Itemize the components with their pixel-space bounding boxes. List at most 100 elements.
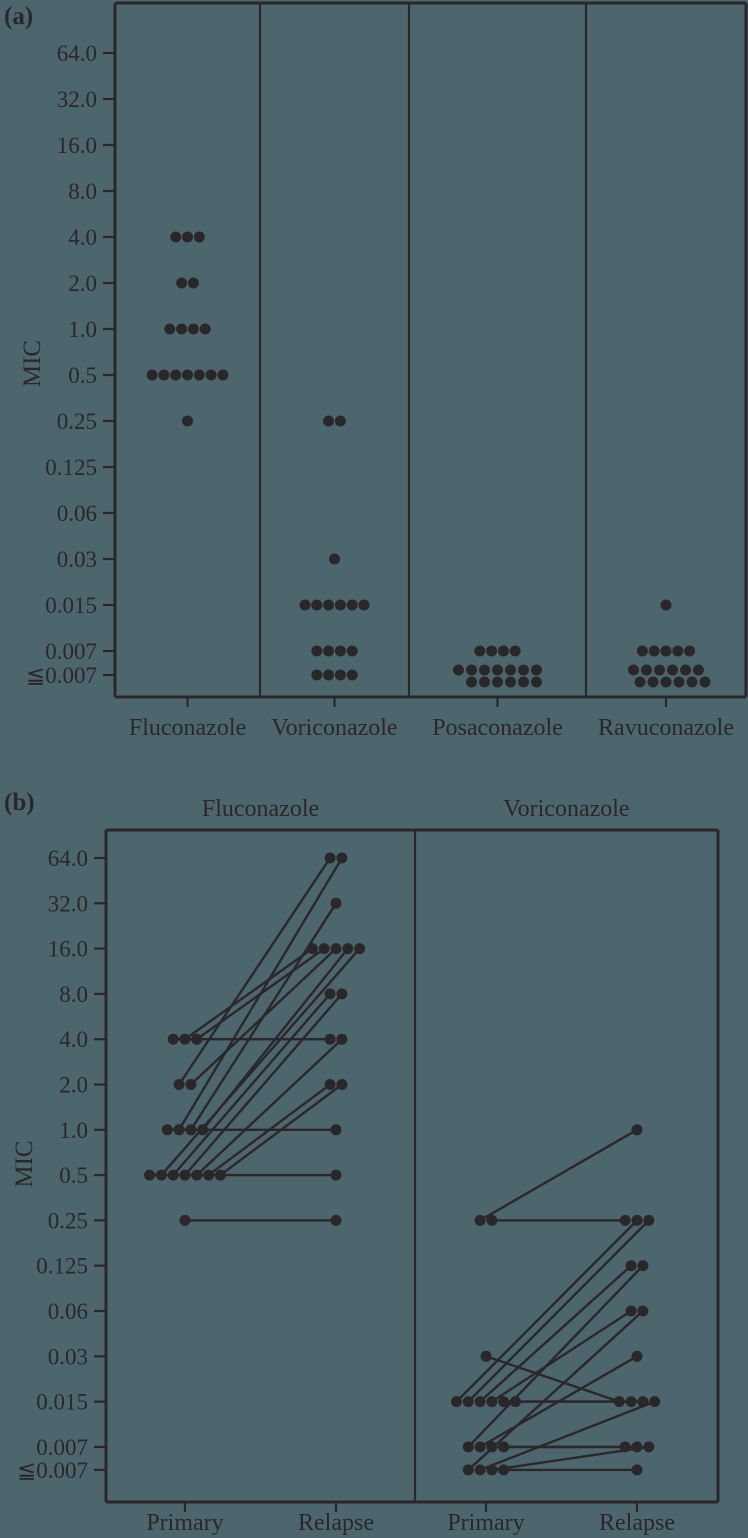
- data-point: [518, 676, 529, 688]
- data-point: [693, 664, 704, 676]
- data-point: [453, 664, 464, 676]
- pair-line: [219, 1083, 343, 1177]
- data-point: [474, 1214, 486, 1226]
- category-label: Fluconazole: [129, 715, 246, 741]
- data-point: [187, 277, 199, 289]
- data-point: [462, 1441, 474, 1453]
- data-point: [176, 323, 188, 335]
- data-point: [492, 664, 503, 676]
- data-point: [649, 1396, 661, 1408]
- pair-line: [184, 993, 343, 1176]
- pair-line: [467, 1219, 650, 1403]
- data-point: [324, 988, 336, 1000]
- data-point: [330, 1124, 342, 1136]
- pair-line: [491, 1309, 632, 1403]
- data-point: [197, 1124, 209, 1136]
- y-tick-label: 1.0: [68, 317, 97, 342]
- data-point: [182, 369, 193, 381]
- pair-line: [479, 1128, 638, 1222]
- panel-b-label: (b): [4, 789, 35, 816]
- data-point: [474, 645, 486, 657]
- group-header: Voriconazole: [503, 796, 629, 822]
- data-point: [193, 231, 205, 243]
- y-tick-label: 0.25: [48, 1208, 88, 1233]
- pair-line: [189, 902, 338, 1131]
- data-point: [619, 1441, 631, 1453]
- pair-line: [160, 947, 361, 1176]
- data-point: [699, 676, 711, 688]
- data-point: [167, 1169, 179, 1181]
- data-point: [306, 943, 318, 955]
- data-point: [505, 676, 516, 688]
- data-point: [191, 1169, 203, 1181]
- y-tick-label: 8.0: [68, 179, 97, 204]
- y-tick-label: 64.0: [57, 41, 97, 66]
- pair-line: [207, 1083, 331, 1177]
- data-point: [486, 1396, 498, 1408]
- y-tick-label: 64.0: [48, 846, 88, 871]
- category-label: Voriconazole: [271, 715, 397, 741]
- data-point: [336, 1033, 348, 1045]
- x-tick-label: Primary: [447, 1510, 524, 1536]
- data-point: [641, 664, 652, 676]
- pair-line: [184, 947, 314, 1041]
- data-point: [170, 369, 182, 381]
- data-point: [466, 664, 477, 676]
- data-point: [354, 943, 366, 955]
- data-point: [330, 897, 342, 909]
- data-point: [167, 1033, 179, 1045]
- y-tick-label: 0.25: [57, 409, 97, 434]
- data-point: [324, 1079, 336, 1090]
- pair-line: [479, 1264, 632, 1403]
- y-axis-title: MIC: [11, 1140, 38, 1187]
- data-point: [531, 664, 542, 676]
- data-point: [684, 645, 696, 657]
- data-point: [619, 1214, 631, 1226]
- data-point: [336, 1079, 348, 1090]
- data-point: [505, 664, 516, 676]
- data-point: [329, 553, 340, 565]
- data-point: [625, 1260, 637, 1272]
- data-point: [479, 676, 490, 688]
- data-point: [161, 1124, 173, 1136]
- pair-line: [467, 1310, 644, 1471]
- data-point: [158, 369, 170, 381]
- data-point: [346, 645, 358, 657]
- data-point: [660, 676, 672, 688]
- data-point: [451, 1396, 462, 1408]
- pair-line: [485, 1355, 620, 1403]
- data-point: [673, 676, 685, 688]
- y-tick-label: 0.03: [57, 547, 97, 572]
- data-point: [509, 645, 521, 657]
- data-point: [323, 669, 335, 681]
- data-point: [334, 599, 346, 611]
- y-tick-label: 0.007: [45, 639, 97, 664]
- group-header: Fluconazole: [202, 796, 319, 822]
- data-point: [628, 664, 639, 676]
- data-point: [187, 323, 199, 335]
- pair-line: [455, 1219, 638, 1403]
- data-point: [498, 1441, 510, 1453]
- data-point: [330, 943, 342, 955]
- data-point: [531, 676, 542, 688]
- y-tick-label: 0.03: [48, 1344, 88, 1369]
- data-point: [336, 988, 348, 1000]
- data-point: [346, 599, 358, 611]
- data-point: [480, 1350, 492, 1362]
- y-tick-label: 32.0: [57, 87, 97, 112]
- data-point: [217, 369, 229, 381]
- data-point: [311, 669, 323, 681]
- data-point: [672, 645, 684, 657]
- data-point: [474, 1464, 486, 1476]
- data-point: [637, 1305, 649, 1317]
- data-point: [334, 415, 346, 427]
- data-point: [631, 1214, 643, 1226]
- data-point: [299, 599, 311, 611]
- data-point: [643, 1441, 655, 1453]
- data-point: [462, 1464, 474, 1476]
- data-point: [625, 1305, 637, 1317]
- y-tick-label: 0.015: [45, 593, 97, 618]
- y-tick-label: 4.0: [68, 225, 97, 250]
- y-tick-label: 0.007: [36, 1435, 88, 1460]
